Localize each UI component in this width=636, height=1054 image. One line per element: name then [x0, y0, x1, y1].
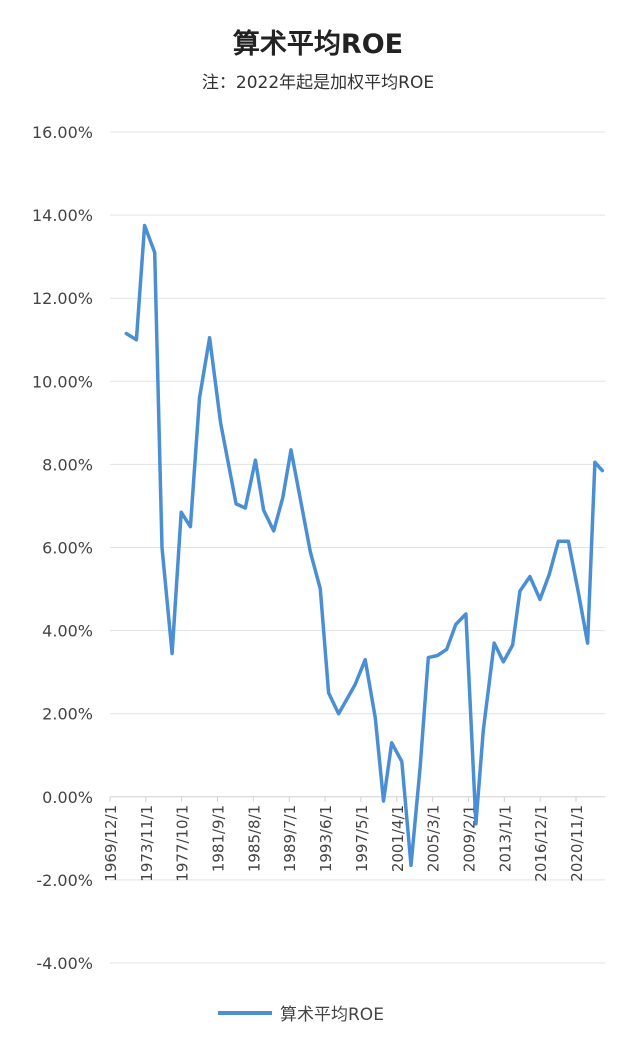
- y-tick-label: 12.00%: [32, 289, 93, 308]
- y-tick-label: 6.00%: [42, 539, 93, 558]
- y-tick-label: 4.00%: [42, 622, 93, 641]
- y-tick-label: 8.00%: [42, 455, 93, 474]
- chart-title: 算术平均ROE: [232, 29, 404, 60]
- y-tick-label: 2.00%: [42, 705, 93, 724]
- x-tick-label: 2016/12/1: [532, 805, 550, 882]
- x-tick-label: 2005/3/1: [425, 805, 443, 872]
- x-tick-label: 1969/12/1: [102, 805, 120, 882]
- y-tick-label: -2.00%: [36, 871, 93, 890]
- legend-swatch: [218, 1010, 272, 1015]
- legend: 算术平均ROE: [218, 1000, 384, 1025]
- y-tick-label: -4.00%: [36, 954, 93, 973]
- y-tick-label: 10.00%: [32, 372, 93, 391]
- x-tick-label: 1989/7/1: [281, 805, 299, 872]
- y-tick-label: 0.00%: [42, 788, 93, 807]
- x-tick-label: 1981/9/1: [210, 805, 228, 872]
- x-tick-label: 2009/2/1: [460, 805, 478, 872]
- y-tick-label: 14.00%: [32, 206, 93, 225]
- x-tick-label: 2001/4/1: [389, 805, 407, 872]
- x-tick-label: 1993/6/1: [317, 805, 335, 872]
- x-tick-label: 1973/11/1: [138, 805, 156, 882]
- x-tick-label: 1997/5/1: [353, 805, 371, 872]
- x-tick-label: 1977/10/1: [174, 805, 192, 882]
- x-tick-label: 1985/8/1: [245, 805, 263, 872]
- x-tick-label: 2013/1/1: [496, 805, 514, 872]
- series-line: [124, 223, 605, 868]
- legend-label: 算术平均ROE: [280, 1005, 384, 1025]
- y-tick-label: 16.00%: [32, 123, 93, 142]
- chart-subtitle: 注：2022年起是加权平均ROE: [201, 73, 435, 93]
- x-tick-label: 2020/11/1: [568, 805, 586, 882]
